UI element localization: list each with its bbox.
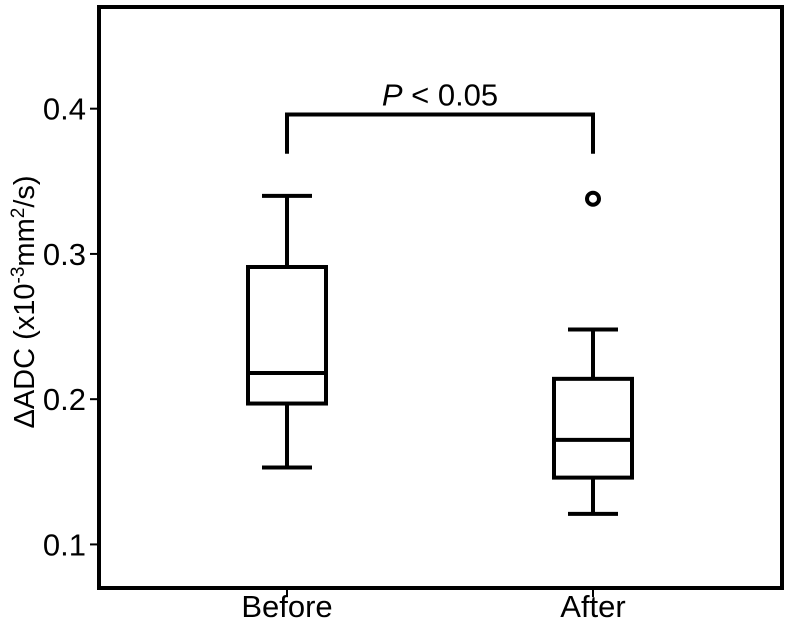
y-axis: 0.1 0.2 0.3 0.4 xyxy=(43,92,99,562)
y-axis-label: ΔADC (x10-3mm2/s) xyxy=(8,175,42,428)
y-tick-label: 0.2 xyxy=(43,382,86,417)
iqr-box xyxy=(552,376,634,480)
outlier-point xyxy=(585,190,601,207)
iqr-box xyxy=(246,264,328,406)
significance-annotation: P < 0.05 xyxy=(285,77,595,154)
boxes xyxy=(246,190,634,516)
y-axis-label-suffix: /s) xyxy=(9,175,41,207)
y-tick-label: 0.3 xyxy=(43,237,86,272)
plot-frame xyxy=(97,5,784,590)
p-threshold: < 0.05 xyxy=(403,77,499,112)
x-tick-label: Before xyxy=(241,589,332,621)
y-tick-label: 0.4 xyxy=(43,92,86,127)
y-axis-label-sup1: -3 xyxy=(8,267,29,284)
significance-label: P < 0.05 xyxy=(382,77,498,112)
y-tick-label: 0.1 xyxy=(43,527,86,562)
y-axis-label-mid: mm xyxy=(9,218,41,266)
p-symbol: P xyxy=(382,77,403,112)
y-axis-label-sup2: 2 xyxy=(8,208,29,219)
y-axis-label-prefix: ΔADC (x10 xyxy=(9,283,41,428)
x-tick-label: After xyxy=(560,589,625,621)
box-before xyxy=(246,193,328,470)
x-axis: Before After xyxy=(241,588,626,621)
significance-bracket xyxy=(285,112,595,154)
box-after xyxy=(552,190,634,516)
